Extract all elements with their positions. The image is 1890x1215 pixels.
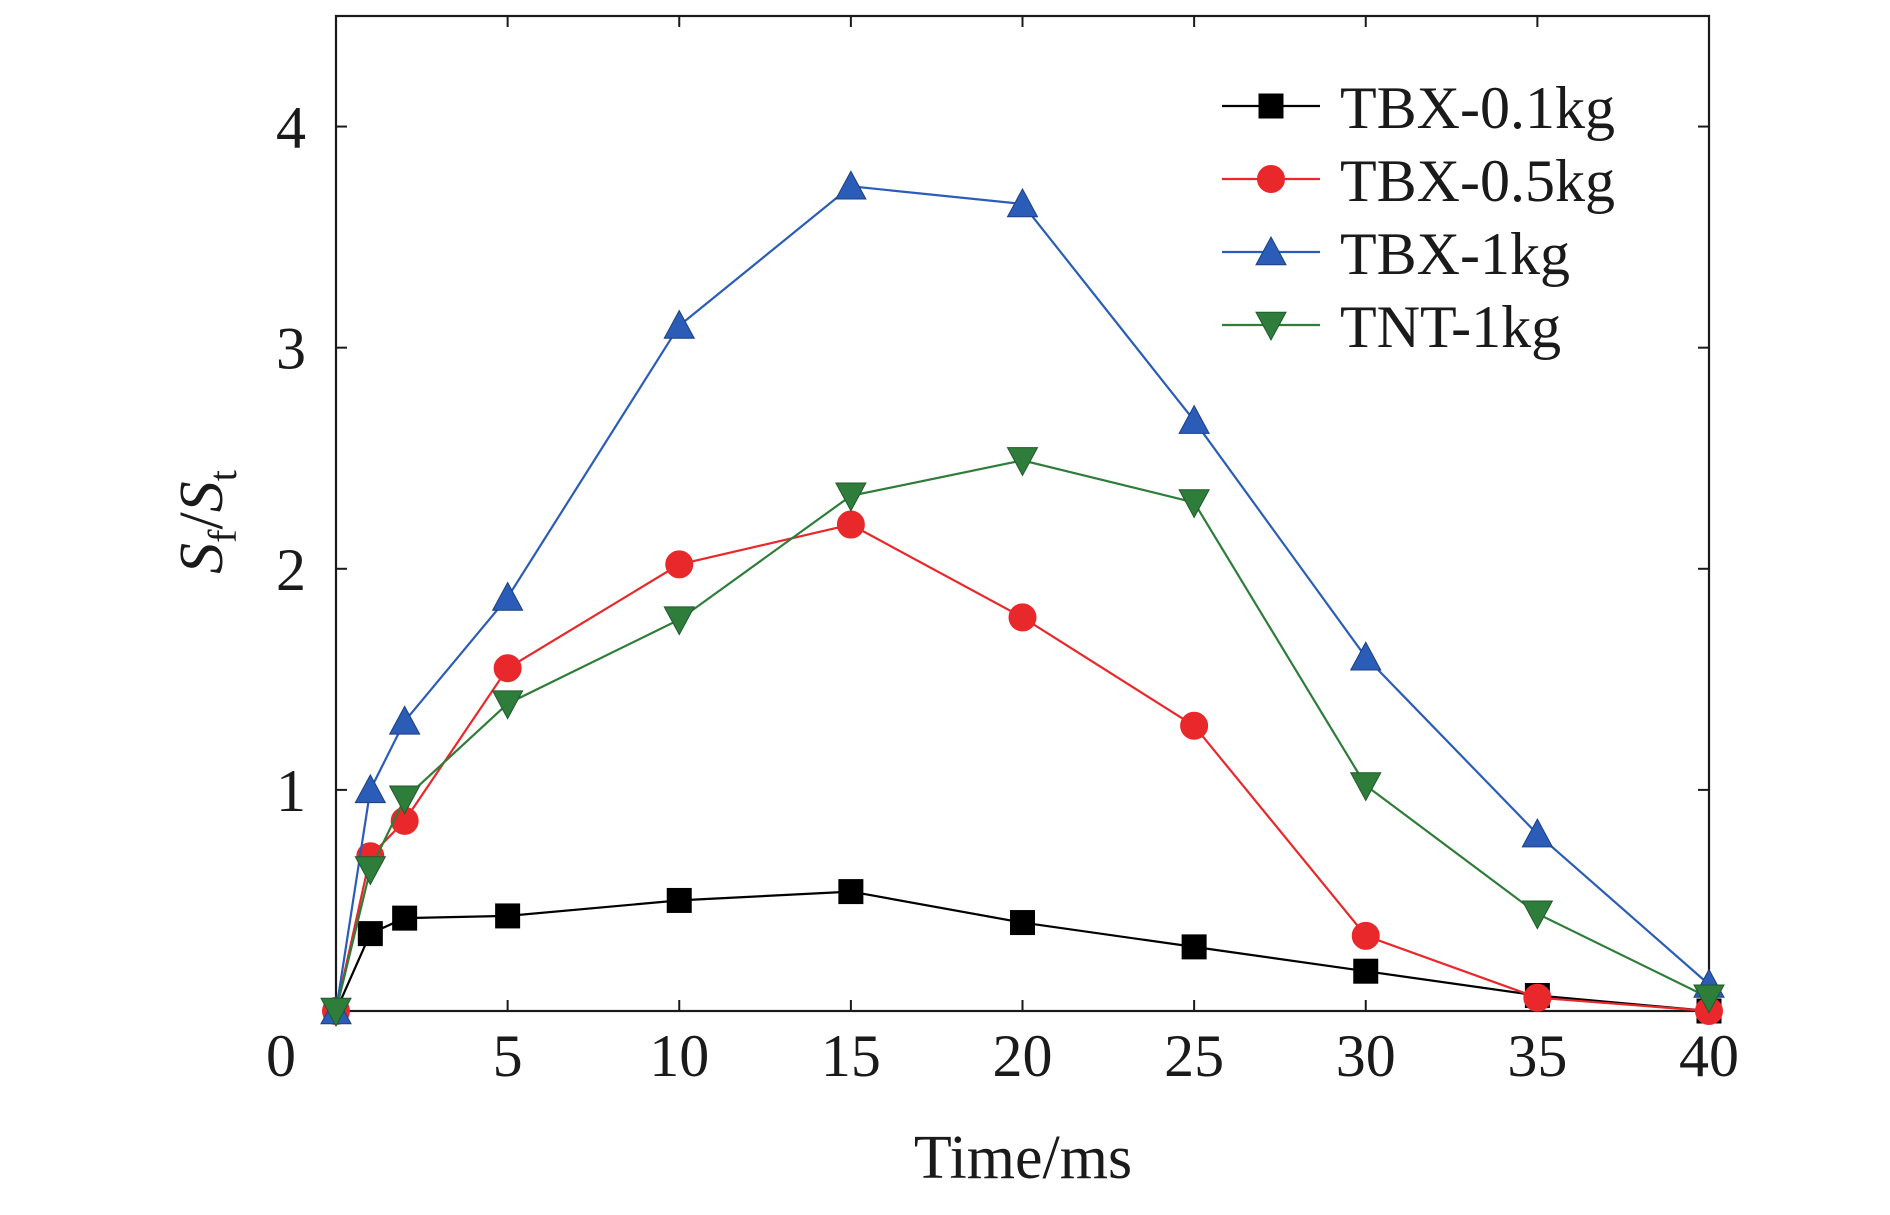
y-tick-label: 4 <box>276 95 306 161</box>
y-axis-title-slash: / <box>168 512 236 530</box>
x-tick-label: 10 <box>649 1023 709 1089</box>
y-axis-title-sub2: t <box>200 470 245 481</box>
data-point <box>354 773 387 804</box>
data-point <box>493 654 522 683</box>
y-tick-label: 1 <box>276 758 306 824</box>
data-point <box>838 879 864 905</box>
legend-marker <box>1257 165 1285 193</box>
data-point <box>354 856 387 886</box>
data-point <box>491 581 524 611</box>
data-point <box>1006 187 1039 218</box>
series-line <box>334 523 1710 1013</box>
y-tick-label: 2 <box>276 537 306 603</box>
data-point <box>1523 983 1552 1012</box>
data-point <box>1008 603 1037 632</box>
data-point <box>388 705 421 735</box>
series-2 <box>320 170 1725 1025</box>
data-point <box>1010 910 1035 936</box>
data-point <box>663 606 696 636</box>
legend-marker <box>1255 311 1287 342</box>
data-point <box>1178 404 1210 434</box>
data-point <box>666 887 692 913</box>
series-group <box>320 170 1725 1028</box>
y-axis-title-s1: S <box>168 543 236 574</box>
data-point <box>835 170 867 200</box>
origin-label: 0 <box>266 1023 296 1089</box>
data-point <box>1178 489 1210 519</box>
data-point <box>1349 772 1382 802</box>
x-tick-label: 40 <box>1679 1023 1739 1089</box>
data-point <box>1353 958 1379 984</box>
data-point <box>1180 711 1209 740</box>
data-point <box>491 690 524 720</box>
x-tick-label: 35 <box>1507 1023 1567 1089</box>
x-tick-label: 5 <box>493 1023 523 1089</box>
data-point <box>1351 921 1380 950</box>
x-tick-label: 25 <box>1164 1023 1224 1089</box>
data-point <box>665 550 694 579</box>
data-point <box>320 997 352 1028</box>
legend-label: TNT-1kg <box>1340 294 1561 360</box>
legend-marker <box>1255 235 1287 266</box>
series-3 <box>320 447 1725 1028</box>
legend-marker <box>1258 93 1284 119</box>
data-point <box>1521 818 1554 848</box>
data-point <box>388 785 421 815</box>
data-point <box>836 510 865 539</box>
data-point <box>1181 934 1207 960</box>
data-point <box>392 905 418 931</box>
legend: TBX-0.1kg TBX-0.5kg TBX-1kg TNT-1kg <box>1222 75 1615 360</box>
data-point <box>495 903 521 929</box>
y-axis-title: Sf/St <box>168 470 245 574</box>
y-axis-title-sub1: f <box>200 529 245 543</box>
data-point <box>1349 641 1382 671</box>
x-tick-label: 20 <box>993 1023 1053 1089</box>
series-1 <box>322 510 1723 1025</box>
x-axis-title: Time/ms <box>914 1124 1132 1192</box>
data-point <box>357 921 383 947</box>
axes-group: 5 10 15 20 25 30 35 40 0 1 2 3 4 <box>266 14 1739 1089</box>
legend-label: TBX-1kg <box>1340 221 1570 287</box>
series-line <box>334 890 1710 1013</box>
data-point <box>1521 900 1554 930</box>
x-tick-label: 15 <box>821 1023 881 1089</box>
data-point <box>1006 447 1039 477</box>
x-tick-label: 30 <box>1336 1023 1396 1089</box>
y-axis-title-s2: S <box>168 481 236 512</box>
legend-label: TBX-0.5kg <box>1340 148 1615 214</box>
legend-label: TBX-0.1kg <box>1340 75 1615 141</box>
data-point <box>663 309 696 339</box>
data-point <box>835 482 867 512</box>
data-point <box>1693 984 1725 1014</box>
y-tick-label: 3 <box>276 316 306 382</box>
